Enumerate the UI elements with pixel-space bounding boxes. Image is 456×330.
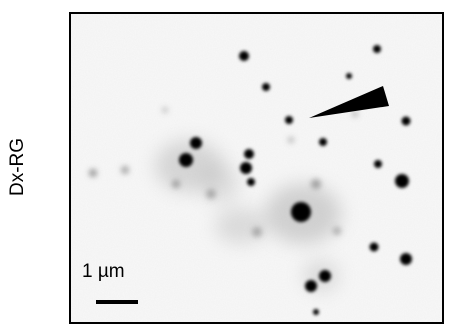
scale-bar bbox=[96, 300, 138, 304]
micrograph-image: 1 µm bbox=[69, 12, 444, 324]
faint-spots bbox=[89, 107, 358, 237]
panel-label: Dx-RG bbox=[7, 137, 28, 197]
dark-spots bbox=[179, 45, 412, 315]
micrograph-canvas bbox=[71, 14, 442, 322]
scale-bar-label: 1 µm bbox=[82, 261, 125, 282]
arrowhead-icon bbox=[309, 86, 389, 118]
background-grain bbox=[71, 14, 442, 322]
